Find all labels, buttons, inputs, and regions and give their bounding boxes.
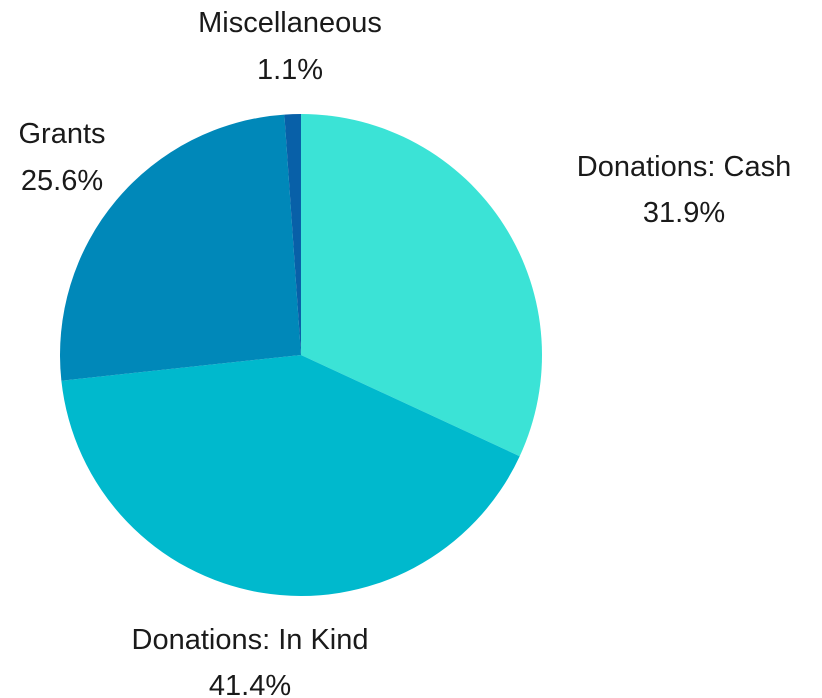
slice-label-miscellaneous: Miscellaneous bbox=[198, 7, 382, 39]
slice-percent-donations-in-kind: 41.4% bbox=[209, 670, 291, 698]
slice-label-donations-in-kind: Donations: In Kind bbox=[132, 624, 369, 656]
slice-percent-grants: 25.6% bbox=[21, 165, 103, 197]
pie-slice-donations-cash bbox=[301, 114, 542, 457]
slice-label-donations-cash: Donations: Cash bbox=[577, 151, 791, 183]
pie-slices bbox=[59, 114, 542, 596]
pie-slice-grants bbox=[59, 114, 301, 381]
pie-slice-miscellaneous bbox=[284, 114, 301, 355]
slice-percent-miscellaneous: 1.1% bbox=[257, 54, 323, 86]
slice-label-grants: Grants bbox=[18, 118, 105, 150]
pie-slice-donations-in-kind bbox=[61, 355, 520, 596]
slice-percent-donations-cash: 31.9% bbox=[643, 197, 725, 229]
pie-labels: Donations: Cash 31.9% Donations: In Kind 41… bbox=[18, 7, 791, 698]
